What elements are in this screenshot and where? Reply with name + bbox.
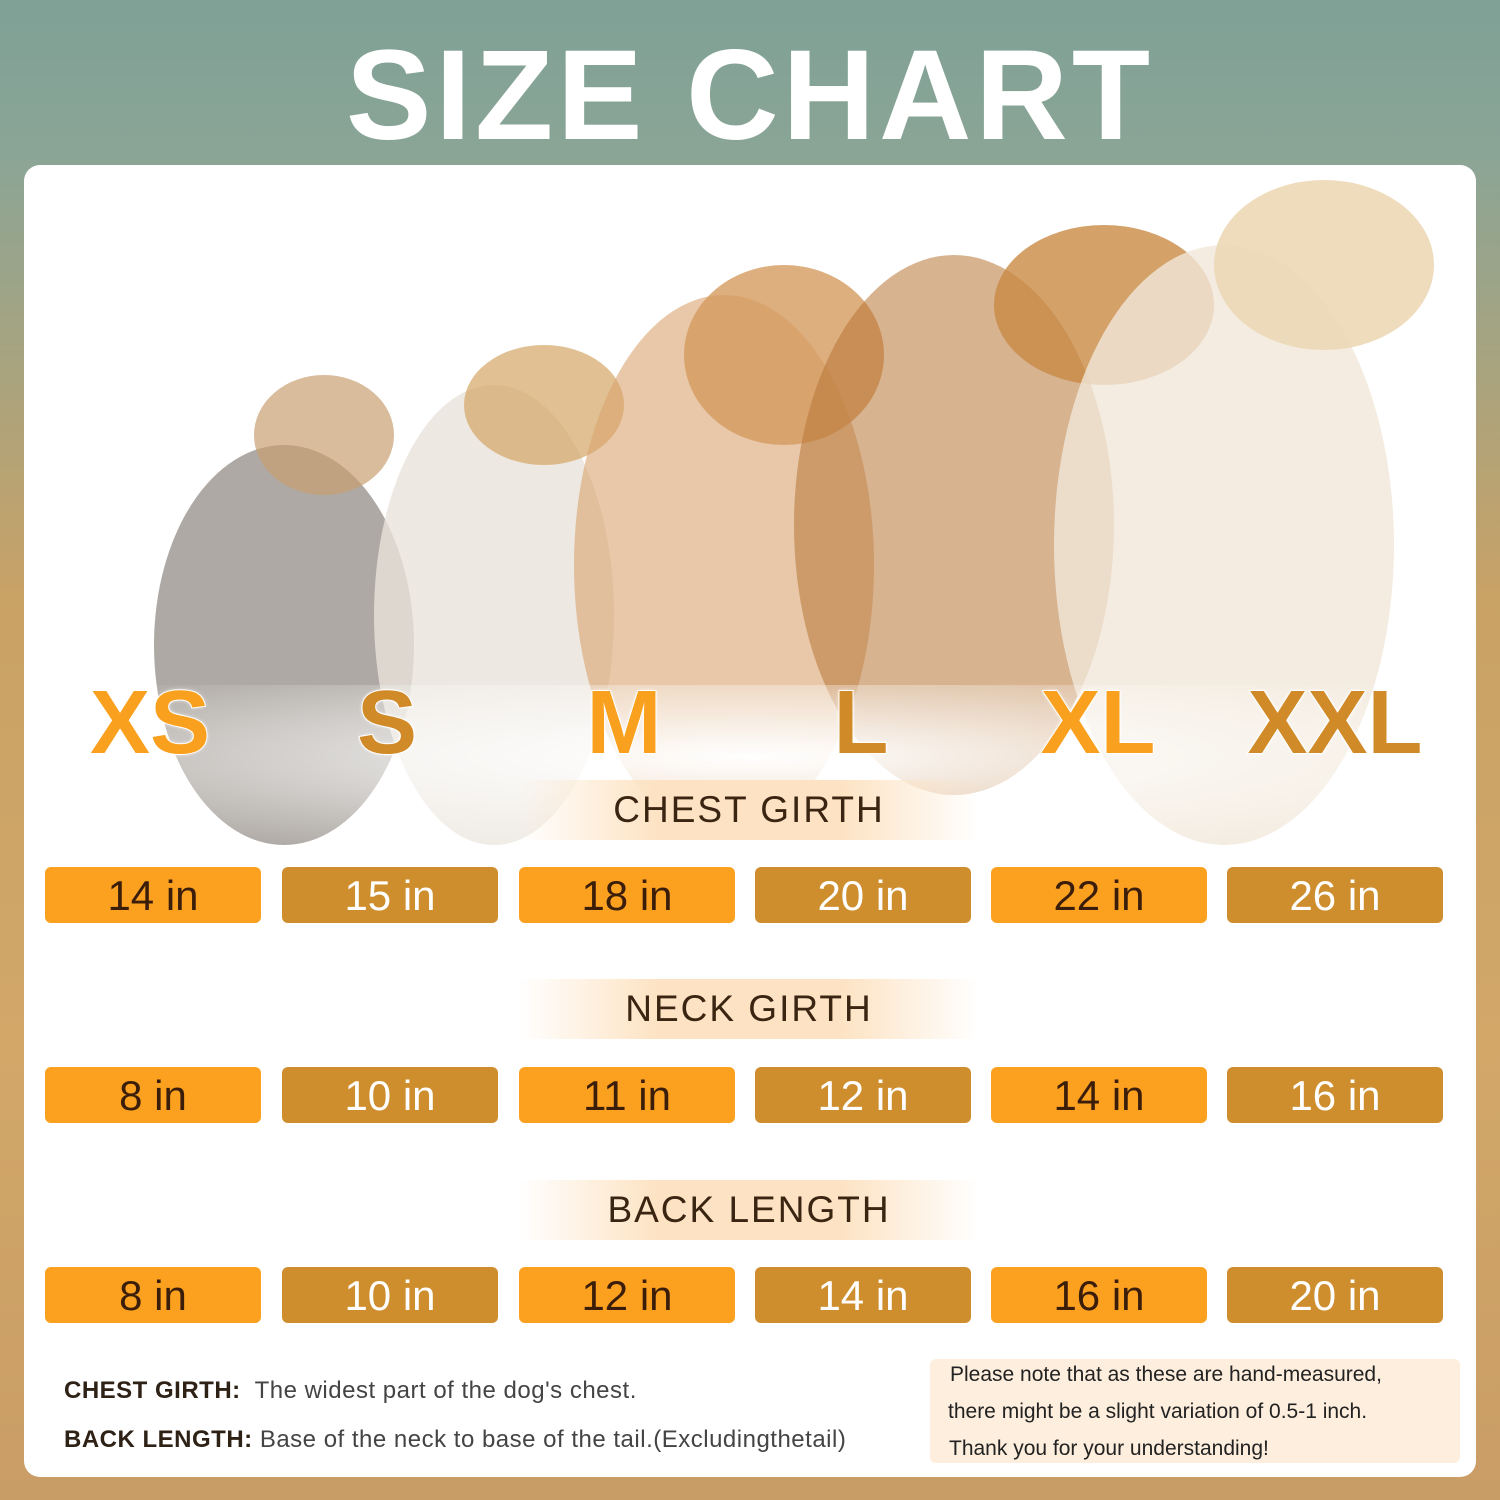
chest-xl: 22 in [991, 867, 1207, 923]
chest-girth-row: 14 in 15 in 18 in 20 in 22 in 26 in [45, 867, 1445, 923]
back-length-row: 8 in 10 in 12 in 14 in 16 in 20 in [45, 1267, 1445, 1323]
back-length-label: BACK LENGTH [519, 1180, 979, 1240]
size-l: L [833, 672, 890, 774]
back-xs: 8 in [45, 1267, 261, 1323]
note-line: there might be a slight variation of 0.5… [948, 1400, 1368, 1423]
measurement-note: Please note that as these are hand-measu… [930, 1359, 1460, 1463]
neck-girth-row: 8 in 10 in 11 in 12 in 14 in 16 in [45, 1067, 1445, 1123]
neck-xs: 8 in [45, 1067, 261, 1123]
note-line: Please note that as these are hand-measu… [950, 1363, 1382, 1386]
neck-girth-label: NECK GIRTH [519, 979, 979, 1039]
neck-xxl: 16 in [1227, 1067, 1443, 1123]
size-xl: XL [1039, 672, 1156, 774]
back-xl: 16 in [991, 1267, 1207, 1323]
definition-term: BACK LENGTH: [64, 1426, 253, 1453]
neck-s: 10 in [282, 1067, 498, 1123]
chest-xs: 14 in [45, 867, 261, 923]
chest-girth-label: CHEST GIRTH [519, 780, 979, 840]
size-xs: XS [89, 672, 211, 774]
back-m: 12 in [519, 1267, 735, 1323]
size-chart-card: XS S M L XL XXL CHEST GIRTH 14 in 15 in … [24, 165, 1476, 1477]
dogs-photo [24, 180, 1476, 865]
neck-xl: 14 in [991, 1067, 1207, 1123]
page-title: SIZE CHART [346, 24, 1154, 167]
note-line: Thank you for your understanding! [949, 1437, 1269, 1460]
size-s: S [356, 672, 418, 774]
neck-m: 11 in [519, 1067, 735, 1123]
chest-m: 18 in [519, 867, 735, 923]
size-m: M [586, 672, 663, 774]
back-xxl: 20 in [1227, 1267, 1443, 1323]
neck-l: 12 in [755, 1067, 971, 1123]
chest-xxl: 26 in [1227, 867, 1443, 923]
chest-girth-definition: CHEST GIRTH: The widest part of the dog'… [64, 1377, 637, 1405]
back-l: 14 in [755, 1267, 971, 1323]
definition-term: CHEST GIRTH: [64, 1377, 241, 1404]
back-s: 10 in [282, 1267, 498, 1323]
back-length-definition: BACK LENGTH: Base of the neck to base of… [64, 1426, 846, 1454]
size-xxl: XXL [1246, 672, 1423, 774]
definition-text: Base of the neck to base of the tail.(Ex… [259, 1426, 847, 1453]
chest-l: 20 in [755, 867, 971, 923]
chest-s: 15 in [282, 867, 498, 923]
dog-l [794, 255, 1114, 795]
definition-text: The widest part of the dog's chest. [254, 1377, 637, 1404]
